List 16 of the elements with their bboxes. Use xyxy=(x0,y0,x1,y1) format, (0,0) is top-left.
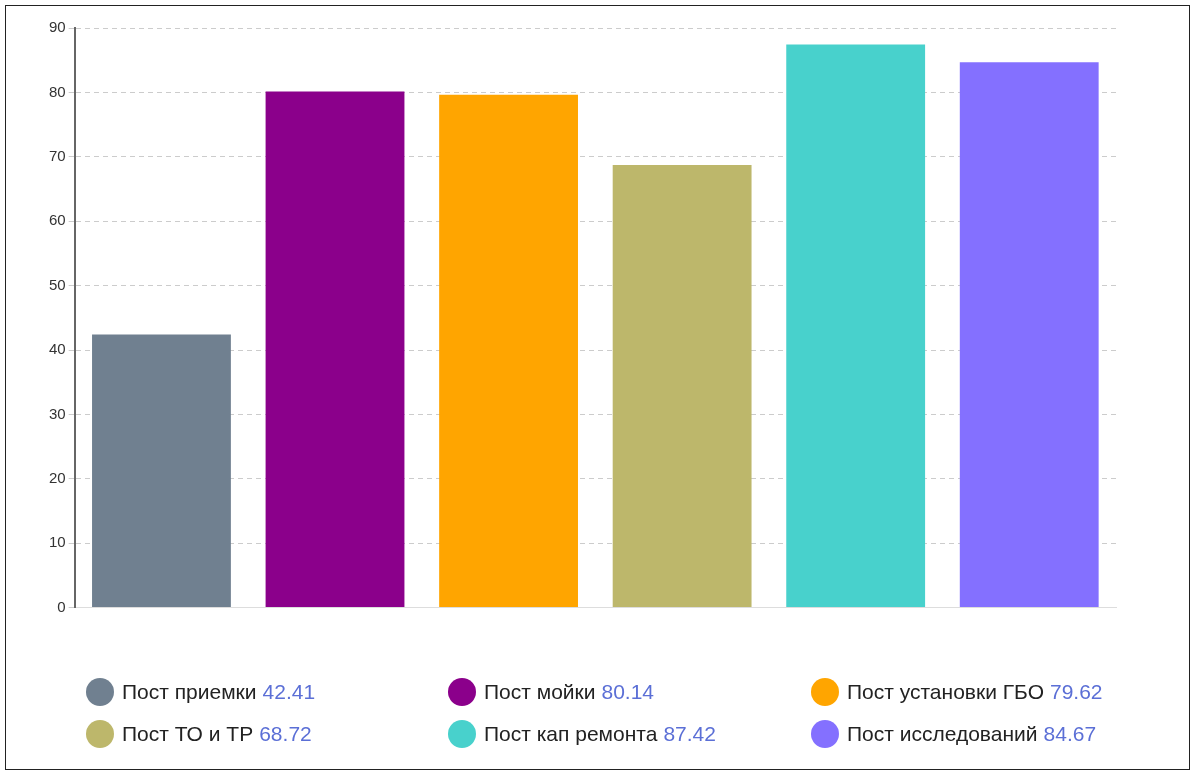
y-tick-label: 90 xyxy=(49,18,66,36)
legend-label: Пост приемки 42.41 xyxy=(122,680,316,704)
legend-label: Пост установки ГБО 79.62 xyxy=(847,680,1103,704)
y-tick-label: 20 xyxy=(49,468,66,486)
legend-label: Пост мойки 80.14 xyxy=(484,680,655,704)
y-tick-label: 40 xyxy=(49,340,66,358)
y-tick-label: 30 xyxy=(49,404,66,422)
legend-label: Пост исследований 84.67 xyxy=(847,722,1097,746)
legend-label: Пост кап ремонта 87.42 xyxy=(484,722,716,746)
y-tick-label: 0 xyxy=(57,597,66,615)
legend-label: Пост ТО и ТР 68.72 xyxy=(122,722,312,746)
y-tick-label: 80 xyxy=(49,82,66,100)
y-tick-label: 70 xyxy=(49,146,66,164)
y-tick-label: 10 xyxy=(49,533,66,551)
y-tick-label: 50 xyxy=(49,275,66,293)
y-tick-label: 60 xyxy=(49,211,66,229)
